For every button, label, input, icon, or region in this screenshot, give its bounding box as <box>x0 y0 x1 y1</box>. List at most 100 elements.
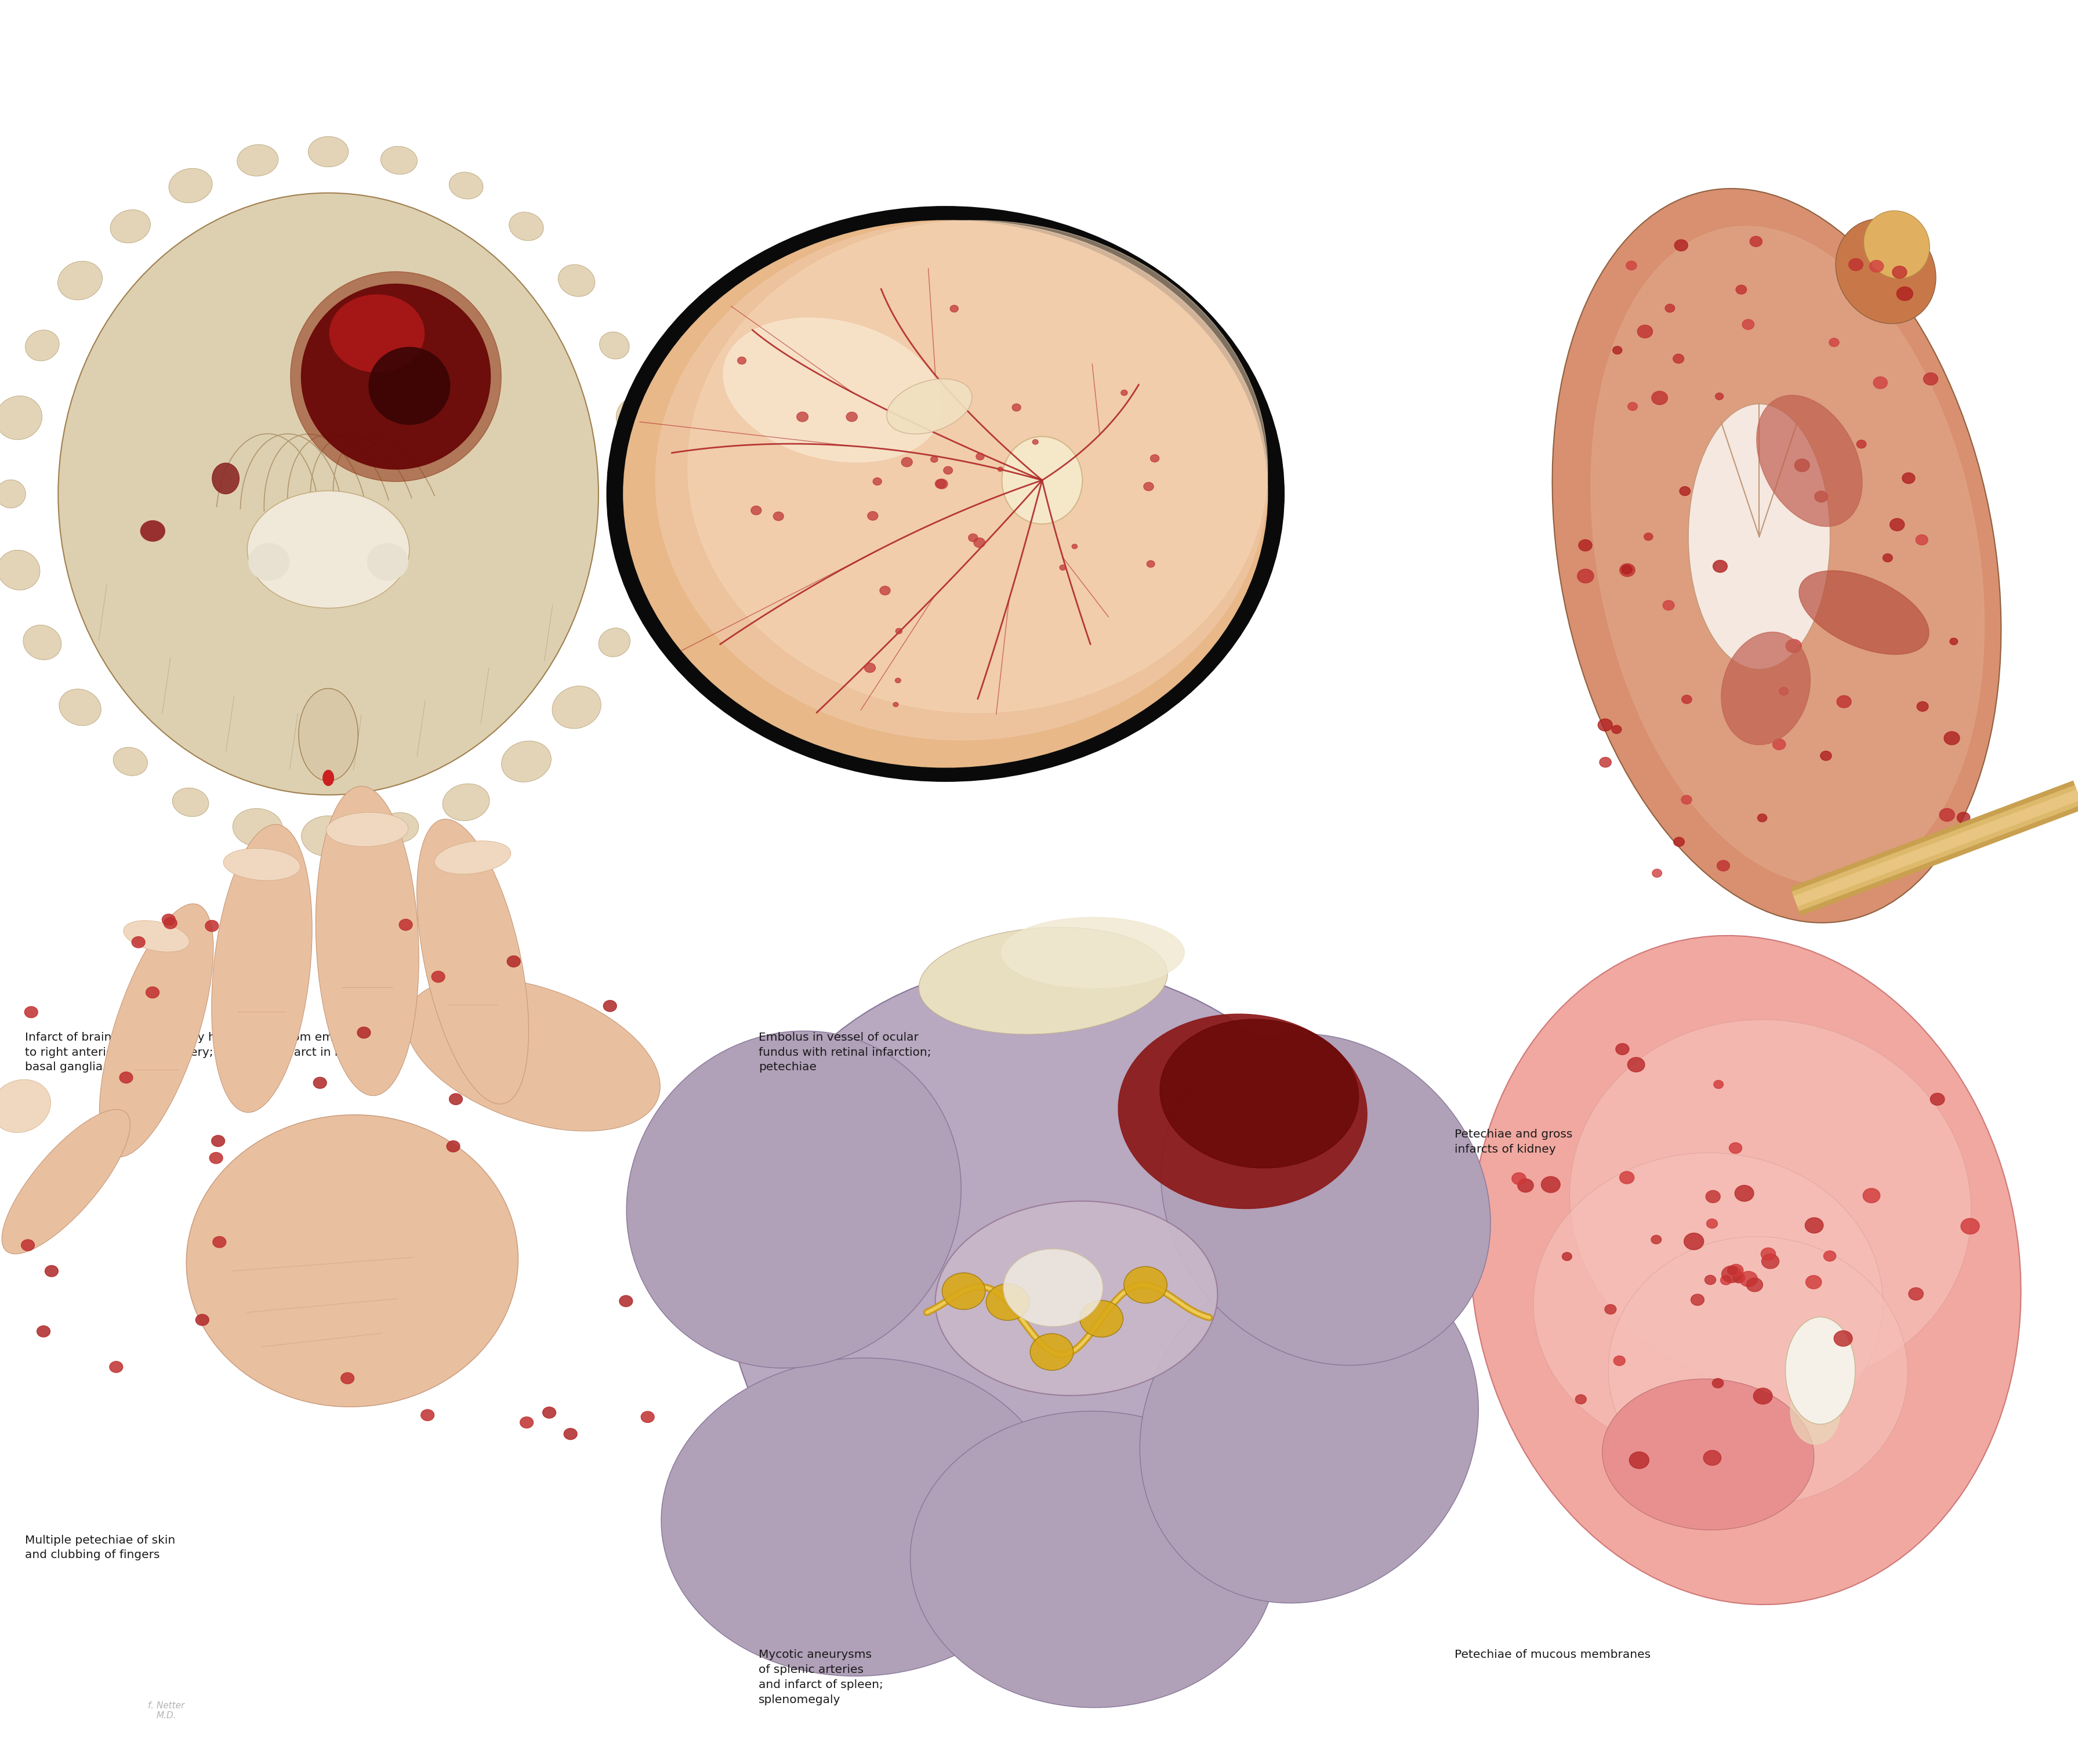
Ellipse shape <box>0 1080 50 1132</box>
Circle shape <box>1673 355 1683 363</box>
Ellipse shape <box>434 841 511 875</box>
Circle shape <box>1691 1295 1704 1305</box>
Circle shape <box>873 478 881 485</box>
Circle shape <box>902 457 912 467</box>
Ellipse shape <box>1721 632 1810 744</box>
Circle shape <box>935 480 945 489</box>
Circle shape <box>121 1073 133 1083</box>
Circle shape <box>1681 796 1691 804</box>
Ellipse shape <box>449 173 482 199</box>
Circle shape <box>1874 377 1887 388</box>
Circle shape <box>867 512 879 520</box>
Circle shape <box>1652 1235 1662 1244</box>
Ellipse shape <box>918 928 1168 1034</box>
Ellipse shape <box>123 921 189 953</box>
Ellipse shape <box>110 210 150 243</box>
Circle shape <box>1829 339 1839 348</box>
Circle shape <box>1575 1395 1586 1404</box>
Circle shape <box>1637 325 1652 339</box>
Circle shape <box>1714 1080 1723 1088</box>
Circle shape <box>1760 1247 1775 1259</box>
Circle shape <box>1600 757 1610 767</box>
Text: Petechiae and gross
infarcts of kidney: Petechiae and gross infarcts of kidney <box>1455 1129 1573 1155</box>
Circle shape <box>341 1372 353 1383</box>
Ellipse shape <box>1002 436 1083 524</box>
Circle shape <box>1124 1267 1168 1304</box>
Circle shape <box>1679 487 1689 496</box>
Circle shape <box>623 220 1268 767</box>
Circle shape <box>894 702 898 707</box>
Circle shape <box>1147 561 1155 568</box>
Circle shape <box>1151 455 1160 462</box>
Text: Infarct of brain with secondary hemorrhage from embolism
to right anterior cereb: Infarct of brain with secondary hemorrha… <box>25 1032 372 1073</box>
Ellipse shape <box>553 686 601 729</box>
Circle shape <box>975 538 985 547</box>
Ellipse shape <box>100 903 214 1157</box>
Circle shape <box>1916 702 1928 711</box>
Circle shape <box>1714 393 1723 400</box>
Circle shape <box>1806 1275 1822 1289</box>
Circle shape <box>1733 1274 1746 1282</box>
Circle shape <box>1619 1171 1633 1184</box>
Circle shape <box>1814 490 1829 503</box>
Circle shape <box>738 356 746 363</box>
Circle shape <box>1928 843 1945 856</box>
Ellipse shape <box>212 464 239 494</box>
Circle shape <box>657 220 1268 739</box>
Circle shape <box>1627 261 1637 270</box>
Ellipse shape <box>291 272 501 482</box>
Ellipse shape <box>58 690 102 725</box>
Circle shape <box>1741 319 1754 330</box>
Circle shape <box>1060 564 1066 570</box>
Ellipse shape <box>598 628 630 656</box>
Circle shape <box>37 1327 50 1337</box>
Circle shape <box>1806 1217 1822 1233</box>
Circle shape <box>977 453 985 460</box>
Ellipse shape <box>1800 572 1928 654</box>
Circle shape <box>896 628 902 633</box>
Ellipse shape <box>405 977 661 1131</box>
Circle shape <box>1889 519 1903 531</box>
Ellipse shape <box>887 379 973 434</box>
Ellipse shape <box>501 741 551 781</box>
Circle shape <box>449 1094 463 1104</box>
Ellipse shape <box>1791 1378 1841 1445</box>
Circle shape <box>212 1136 224 1147</box>
Ellipse shape <box>1756 395 1862 526</box>
Circle shape <box>1513 1173 1525 1185</box>
Circle shape <box>1739 1272 1758 1286</box>
Circle shape <box>1681 695 1691 704</box>
Circle shape <box>1729 1265 1743 1277</box>
Ellipse shape <box>1469 935 2022 1605</box>
Ellipse shape <box>1160 1020 1359 1168</box>
Circle shape <box>1721 1275 1731 1284</box>
Circle shape <box>750 506 761 515</box>
Ellipse shape <box>1864 210 1930 279</box>
Circle shape <box>1662 600 1675 610</box>
Circle shape <box>1613 725 1621 734</box>
Circle shape <box>1901 473 1916 483</box>
Circle shape <box>447 1141 459 1152</box>
Ellipse shape <box>1002 917 1184 988</box>
Ellipse shape <box>1687 404 1831 669</box>
Circle shape <box>1795 459 1810 471</box>
Circle shape <box>935 480 948 489</box>
Circle shape <box>422 1409 434 1420</box>
Circle shape <box>1883 554 1893 563</box>
Text: f. Netter
M.D.: f. Netter M.D. <box>148 1700 185 1720</box>
Ellipse shape <box>617 397 659 437</box>
Circle shape <box>1924 372 1939 385</box>
Circle shape <box>1723 1267 1741 1282</box>
Circle shape <box>1758 813 1766 822</box>
Ellipse shape <box>112 748 148 776</box>
Ellipse shape <box>368 543 407 580</box>
Circle shape <box>1729 1143 1741 1154</box>
Circle shape <box>25 1007 37 1018</box>
Circle shape <box>1835 1330 1851 1346</box>
Circle shape <box>1706 1219 1719 1228</box>
Circle shape <box>1754 1388 1773 1404</box>
Circle shape <box>1629 1452 1650 1469</box>
Circle shape <box>1762 1254 1779 1268</box>
Circle shape <box>1824 1251 1837 1261</box>
Ellipse shape <box>509 212 544 240</box>
